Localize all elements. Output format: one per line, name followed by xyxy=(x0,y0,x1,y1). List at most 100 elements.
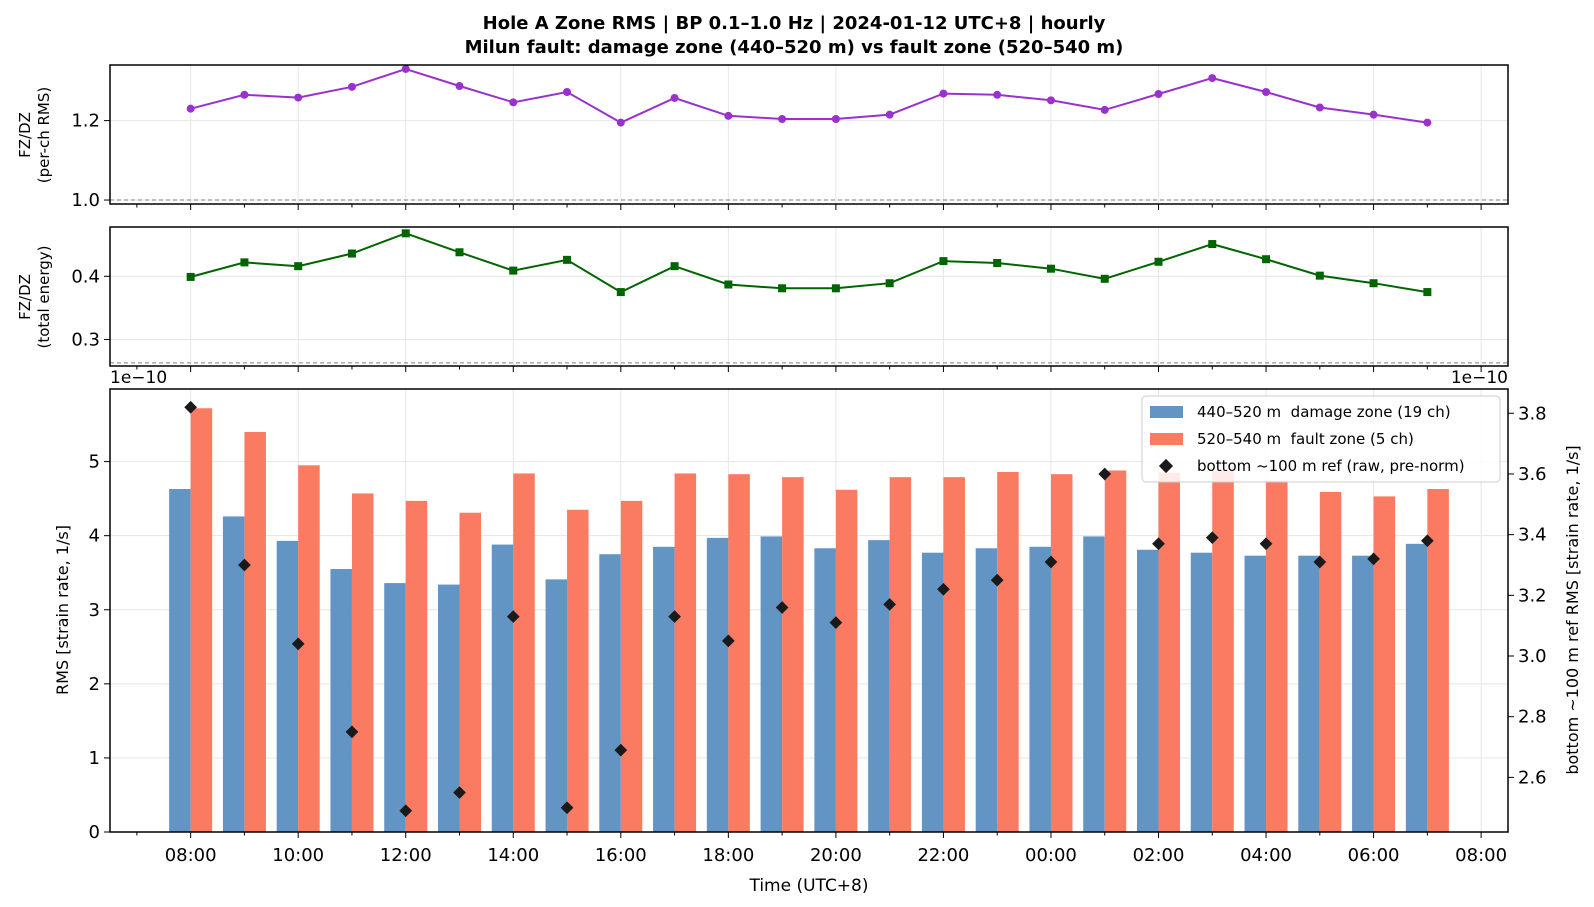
data-point xyxy=(1208,74,1217,83)
bar-fault-zone xyxy=(298,465,320,832)
data-point xyxy=(401,64,410,73)
data-point xyxy=(186,104,195,113)
y-tick-label: 5 xyxy=(89,452,100,473)
x-tick-label: 12:00 xyxy=(380,845,432,866)
data-point xyxy=(1315,103,1324,112)
rms-bar-panel: 0 1 2 3 4 5 2.6 2.8 3.0 3.2 3.4 3.6 3.8 08:00 10:00 1… xyxy=(53,368,1582,896)
legend-swatch-damage-zone xyxy=(1150,406,1183,418)
x-tick-label: 08:00 xyxy=(1455,845,1507,866)
x-tick-label: 22:00 xyxy=(917,845,969,866)
data-point xyxy=(939,89,948,98)
bar-damage-zone xyxy=(169,489,191,832)
data-point xyxy=(1046,96,1055,105)
bar-damage-zone xyxy=(1136,549,1159,832)
data-point xyxy=(939,257,948,266)
data-point xyxy=(885,110,894,119)
bar-fault-zone xyxy=(1266,480,1288,832)
y2-tick-label: 3.6 xyxy=(1518,464,1547,485)
y-tick-label: 3 xyxy=(89,600,100,621)
y-tick-label: 2 xyxy=(89,674,100,695)
data-point xyxy=(724,111,733,120)
offset-text-left: 1e−10 xyxy=(110,368,167,388)
y-tick-label: 0.4 xyxy=(71,266,100,287)
y2-tick-label: 3.0 xyxy=(1518,646,1547,667)
bar-fault-zone xyxy=(1050,474,1073,832)
y-axis-ticks: 0.3 0.4 xyxy=(71,266,110,350)
data-point xyxy=(1423,288,1432,297)
grid xyxy=(110,227,1508,366)
bar-damage-zone xyxy=(276,540,299,832)
bar-damage-zone xyxy=(1405,543,1428,832)
bar-fault-zone xyxy=(1212,470,1234,832)
y-tick-label: 4 xyxy=(89,526,100,547)
y-axis-label: RMS [strain rate, 1/s] xyxy=(53,525,72,695)
legend-label-damage-zone: 440–520 m damage zone (19 ch) xyxy=(1197,403,1451,421)
data-point xyxy=(563,88,572,97)
bar-fault-zone xyxy=(674,473,697,832)
bar-damage-zone xyxy=(1190,552,1213,832)
bar-fault-zone xyxy=(459,512,482,832)
data-point xyxy=(509,266,518,275)
bar-fault-zone xyxy=(835,489,858,832)
bar-damage-zone xyxy=(814,548,836,832)
bar-fault-zone xyxy=(244,431,266,832)
bar-damage-zone xyxy=(437,584,460,832)
data-point xyxy=(1100,105,1109,114)
data-point xyxy=(1046,264,1055,273)
bar-fault-zone xyxy=(351,493,374,832)
ratio-rms-series xyxy=(186,64,1432,127)
x-axis-ticks xyxy=(136,366,1482,372)
bar-damage-zone xyxy=(1352,555,1374,832)
ylabel-line2: (total energy) xyxy=(35,245,53,348)
data-point xyxy=(240,90,249,99)
data-point xyxy=(1369,279,1378,288)
y2-tick-label: 2.6 xyxy=(1518,767,1547,788)
x-tick-label: 04:00 xyxy=(1240,845,1292,866)
bar-fault-zone xyxy=(1319,491,1342,832)
data-point xyxy=(509,98,518,107)
x-tick-label: 02:00 xyxy=(1133,845,1185,866)
data-point xyxy=(1262,255,1271,264)
data-point xyxy=(186,272,195,281)
x-tick-label: 00:00 xyxy=(1025,845,1077,866)
data-point xyxy=(1423,118,1432,127)
y2-tick-label: 3.2 xyxy=(1518,585,1547,606)
bar-damage-zone xyxy=(975,548,998,832)
data-point xyxy=(563,255,572,264)
bar-damage-zone xyxy=(330,569,352,832)
bar-fault-zone xyxy=(943,477,965,832)
bar-fault-zone xyxy=(1158,472,1181,832)
data-point xyxy=(455,248,464,257)
y2-tick-label: 3.4 xyxy=(1518,525,1547,546)
bar-fault-zone xyxy=(567,509,589,832)
data-point xyxy=(1100,274,1109,283)
bar-damage-zone xyxy=(653,546,675,832)
ratio-energy-series xyxy=(186,229,1432,297)
bar-fault-zone xyxy=(513,473,535,832)
data-point xyxy=(1208,240,1217,249)
bars xyxy=(169,408,1449,832)
bar-damage-zone xyxy=(868,540,890,832)
y2-axis-label: bottom ~100 m ref RMS [strain rate, 1/s] xyxy=(1563,445,1582,774)
legend-marker-reference xyxy=(1158,458,1174,474)
bar-damage-zone xyxy=(1298,555,1320,832)
data-point xyxy=(455,82,464,91)
x-axis-ticks xyxy=(136,204,1482,210)
chart-title-line2: Milun fault: damage zone (440–520 m) vs … xyxy=(465,37,1124,58)
x-axis-ticks: 08:00 10:00 12:00 14:00 16:00 18:00 20:00 22:00… xyxy=(136,832,1507,866)
data-point xyxy=(1262,88,1271,97)
y2-axis-ticks: 2.6 2.8 3.0 3.2 3.4 3.6 3.8 xyxy=(1508,403,1547,788)
data-point xyxy=(616,118,625,127)
y2-tick-label: 2.8 xyxy=(1518,707,1547,728)
data-point xyxy=(347,249,356,258)
bar-fault-zone xyxy=(889,477,912,832)
bar-fault-zone xyxy=(620,500,643,832)
offset-text-right: 1e−10 xyxy=(1451,368,1508,388)
data-point xyxy=(294,93,303,102)
bar-fault-zone xyxy=(782,477,804,832)
data-point xyxy=(670,262,679,271)
data-point xyxy=(778,115,787,124)
legend-swatch-fault-zone xyxy=(1150,433,1183,445)
data-point xyxy=(347,82,356,91)
